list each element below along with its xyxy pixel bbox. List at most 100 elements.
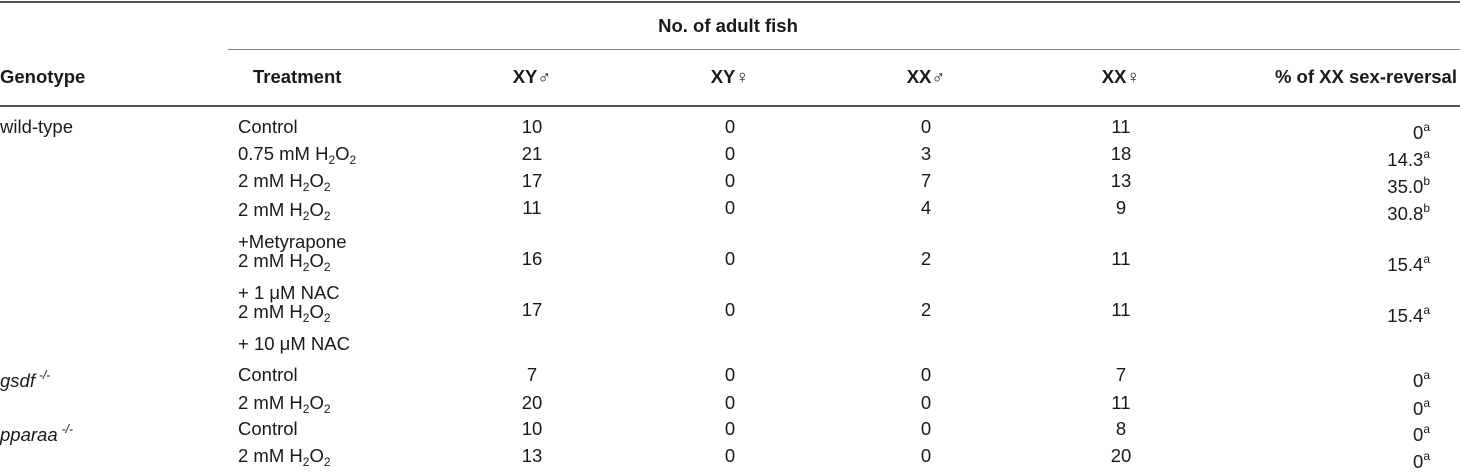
treatment-line2: + 10 μM NAC [238,333,350,354]
count-xy-f: 0 [724,116,736,137]
percent-value: 14.3 [1387,149,1424,170]
significance-letter: a [1423,303,1430,317]
count-xy-m: 21 [521,143,543,164]
treatment-text-tail: O2 [335,143,357,167]
header-xy-male: XY♂ [512,66,552,87]
count-xx-f: 18 [1110,143,1132,164]
group-header: No. of adult fish [658,15,798,36]
significance-letter: a [1423,449,1430,463]
percent-cell: 0a [1370,116,1430,144]
count-xx-m: 0 [920,364,932,385]
count-xy-m: 11 [522,197,542,218]
treatment-text: 2 mM H [238,445,303,466]
percent-value: 15.4 [1387,254,1424,275]
treatment-text-tail: O2 [309,250,331,274]
treatment-cell: 2 mM H2O2 + 10 μM NAC [238,299,350,357]
count-xy-m: 20 [521,392,543,413]
significance-letter: a [1423,120,1430,134]
genotype-superscript: -/- [38,368,51,382]
percent-value: 0 [1413,398,1424,419]
count-xy-m: 13 [521,445,543,466]
percent-value: 0 [1413,122,1424,143]
treatment-cell: 2 mM H2O2 [238,445,331,473]
count-xy-m: 17 [521,170,543,191]
treatment-subscript: 2 [302,260,310,274]
treatment-subscript: 2 [302,180,310,194]
genotype-label: pparaa [0,424,58,445]
treatment-subscript: 2 [302,209,310,223]
treatment-cell: 2 mM H2O2 +Metyrapone [238,197,347,255]
percent-cell: 0a [1370,418,1430,446]
group-rule [228,49,1460,50]
treatment-text: Control [238,418,298,439]
percent-value: 0 [1413,370,1424,391]
percent-value: 15.4 [1387,305,1424,326]
treatment-text: Control [238,116,298,137]
genotype-cell: wild-type [0,116,73,138]
count-xy-f: 0 [724,197,736,218]
percent-value: 0 [1413,424,1424,445]
count-xx-m: 0 [920,418,932,439]
count-xy-f: 0 [724,418,736,439]
treatment-text-tail: O2 [309,445,331,469]
count-xy-m: 16 [521,248,543,269]
percent-cell: 15.4a [1370,248,1430,276]
significance-letter: a [1423,396,1430,410]
treatment-text: 2 mM H [238,199,303,220]
significance-letter: b [1423,174,1430,188]
treatment-text: 2 mM H [238,392,303,413]
treatment-text-tail: O2 [309,392,331,416]
treatment-subscript: 2 [302,311,310,325]
count-xx-m: 3 [920,143,932,164]
treatment-text: Control [238,364,298,385]
count-xx-m: 0 [920,116,932,137]
count-xx-f: 7 [1115,364,1127,385]
count-xx-f: 8 [1115,418,1127,439]
treatment-text: 2 mM H [238,250,303,271]
count-xx-f: 13 [1110,170,1132,191]
percent-value: 35.0 [1387,176,1424,197]
genotype-cell: pparaa -/- [0,418,73,446]
count-xy-f: 0 [724,170,736,191]
treatment-cell: Control [238,418,298,440]
count-xy-f: 0 [724,143,736,164]
header-treatment: Treatment [253,66,342,87]
significance-letter: a [1423,422,1430,436]
genotype-superscript: -/- [61,422,73,436]
percent-cell: 30.8b [1370,197,1430,225]
treatment-text-tail: O2 [309,301,331,325]
treatment-cell: Control [238,364,298,386]
header-genotype: Genotype [0,66,86,87]
genotype-cell: gsdf -/- [0,364,50,392]
count-xy-f: 0 [724,364,736,385]
count-xy-f: 0 [724,299,736,320]
count-xy-f: 0 [724,248,736,269]
count-xy-m: 10 [521,116,543,137]
count-xy-f: 0 [724,392,736,413]
percent-cell: 14.3a [1370,143,1430,171]
significance-letter: a [1423,147,1430,161]
percent-value: 0 [1413,451,1424,472]
treatment-cell: 2 mM H2O2 + 1 μM NAC [238,248,340,306]
count-xx-f: 11 [1111,116,1131,137]
header-xy-female: XY♀ [710,66,750,87]
header-rule [0,105,1460,107]
percent-cell: 0a [1370,445,1430,473]
treatment-cell: 2 mM H2O2 [238,392,331,420]
treatment-cell: 2 mM H2O2 [238,170,331,198]
count-xx-f: 11 [1111,299,1131,320]
treatment-cell: Control [238,116,298,138]
header-xx-male: XX♂ [906,66,946,87]
genotype-label: wild-type [0,116,73,137]
count-xx-m: 0 [920,445,932,466]
top-rule [0,1,1460,3]
percent-cell: 0a [1370,392,1430,420]
count-xx-m: 4 [920,197,932,218]
count-xy-m: 7 [526,364,538,385]
treatment-cell: 0.75 mM H2O2 [238,143,356,171]
count-xx-m: 0 [920,392,932,413]
treatment-text: 2 mM H [238,301,303,322]
treatment-line2: +Metyrapone [238,231,347,252]
percent-value: 30.8 [1387,203,1424,224]
count-xx-m: 2 [920,248,932,269]
